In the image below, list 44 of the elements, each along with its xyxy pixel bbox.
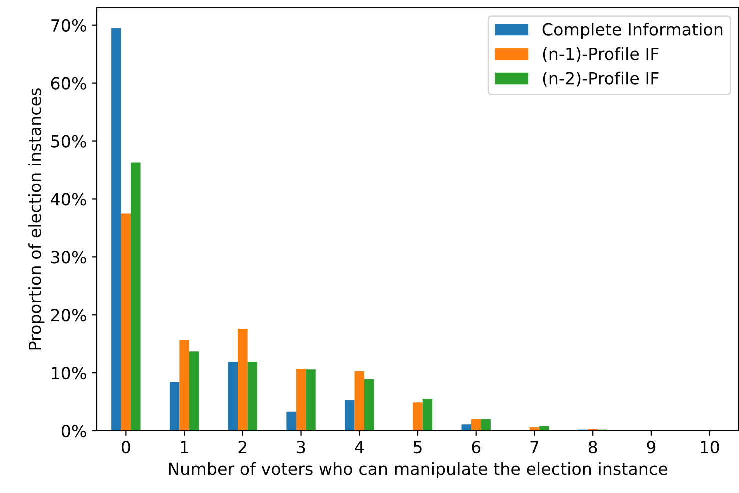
bar [345, 400, 355, 431]
y-tick-label: 40% [51, 193, 86, 206]
legend-label: Complete Information [542, 23, 723, 40]
bar [364, 379, 374, 431]
bar [286, 412, 296, 431]
x-tick-label: 8 [588, 441, 598, 454]
bar [170, 382, 180, 431]
legend-label: (n-2)-Profile IF [543, 72, 659, 87]
y-tick-label: 0% [62, 424, 86, 438]
bar [306, 370, 316, 431]
bar [112, 28, 122, 431]
bar [296, 369, 306, 431]
y-tick-label: 50% [52, 135, 86, 148]
y-tick-label: 20% [51, 309, 86, 322]
x-tick-label: 4 [355, 441, 364, 454]
x-tick-label: 0 [122, 441, 130, 454]
x-tick-label: 2 [238, 441, 247, 454]
y-axis-title: Proportion of election instances [28, 88, 45, 350]
bar [180, 340, 190, 431]
legend-label: (n-1)-Profile IF [543, 47, 659, 62]
y-tick-label: 30% [52, 251, 86, 264]
x-tick-label: 6 [472, 441, 481, 454]
y-tick-label: 10% [52, 367, 86, 380]
x-tick-label: 9 [647, 441, 656, 454]
bar [472, 419, 482, 431]
x-tick-label: 7 [530, 441, 539, 454]
x-tick-label: 10 [701, 441, 720, 454]
bar [189, 352, 200, 431]
x-axis-title: Number of voters who can manipulate the election instance [169, 462, 668, 479]
x-tick-label: 1 [181, 441, 188, 454]
bar [413, 402, 423, 431]
bar [422, 399, 433, 431]
bar [354, 371, 364, 431]
bar [462, 424, 472, 431]
bar [228, 362, 238, 431]
bar [481, 419, 491, 431]
x-tick-label: 5 [414, 441, 422, 454]
y-tick-label: 60% [51, 77, 86, 90]
bar [121, 214, 132, 431]
x-tick-label: 3 [297, 441, 306, 454]
bar [248, 362, 258, 431]
bar [131, 162, 141, 431]
y-tick-label: 70% [52, 19, 86, 32]
bar [238, 329, 248, 431]
